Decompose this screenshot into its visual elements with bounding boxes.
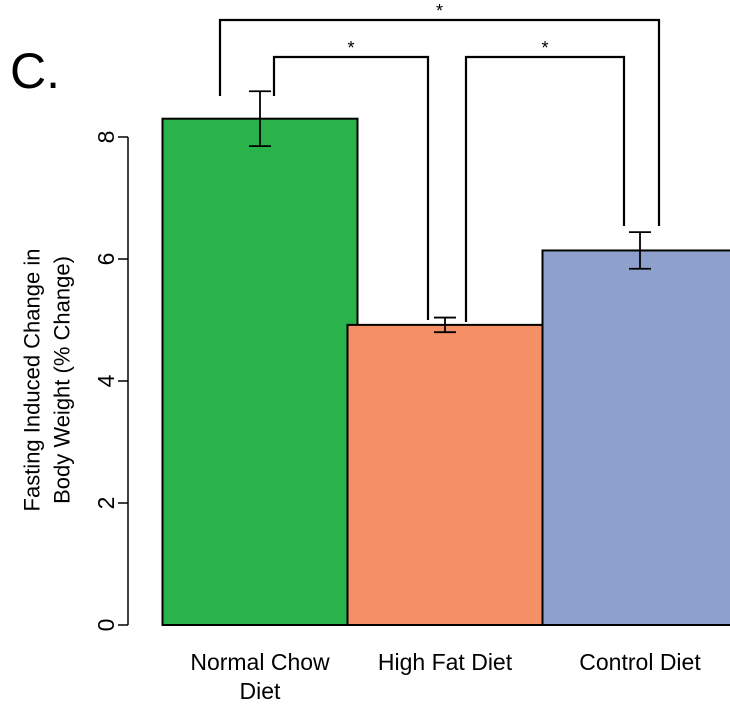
- significance-bracket: [218, 18, 661, 226]
- y-tick-label: 6: [93, 253, 119, 266]
- significance-star: *: [347, 38, 354, 58]
- bar: [161, 117, 359, 626]
- category-label: Diet: [240, 678, 282, 704]
- error-bars: [249, 90, 651, 334]
- bars: [161, 117, 730, 627]
- category-label: Normal Chow: [190, 649, 330, 675]
- x-axis-labels: Normal Chow Diet High Fat Diet Control Diet: [190, 649, 701, 704]
- y-axis-label: Fasting Induced Change in Body Weight (% …: [20, 249, 75, 512]
- significance-star: *: [436, 1, 443, 21]
- significance-bracket: [272, 55, 430, 320]
- y-axis: 0 2 4 6 8: [93, 131, 129, 632]
- y-tick-label: 2: [93, 497, 119, 510]
- bar: [346, 323, 544, 626]
- y-axis-label-line: Body Weight (% Change): [50, 256, 75, 504]
- y-tick-label: 8: [93, 131, 119, 144]
- y-tick-label: 0: [93, 619, 119, 632]
- y-tick-label: 4: [93, 374, 119, 387]
- significance-star: *: [541, 38, 548, 58]
- significance-bracket: [464, 55, 626, 322]
- category-label: High Fat Diet: [378, 649, 513, 675]
- bar: [541, 249, 730, 627]
- y-axis-label-line: Fasting Induced Change in: [20, 249, 45, 512]
- panel-label: C.: [10, 43, 60, 99]
- significance-brackets: * * *: [218, 1, 661, 322]
- category-label: Control Diet: [579, 649, 701, 675]
